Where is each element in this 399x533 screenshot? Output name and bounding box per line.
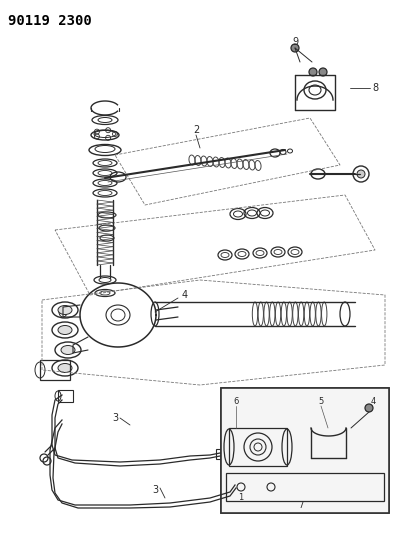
Circle shape	[291, 44, 299, 52]
Bar	[40, 360, 70, 380]
Text: 9: 9	[292, 37, 298, 47]
Circle shape	[309, 68, 317, 76]
Bar	[221, 388, 389, 513]
Bar	[229, 428, 287, 466]
Bar	[226, 473, 384, 501]
Bar	[216, 449, 228, 459]
Circle shape	[365, 404, 373, 412]
Circle shape	[319, 68, 327, 76]
Bar	[58, 390, 73, 402]
Text: 6: 6	[233, 398, 239, 407]
Text: 3: 3	[112, 413, 118, 423]
Text: 4: 4	[370, 398, 375, 407]
Text: 3: 3	[152, 485, 158, 495]
Text: 4: 4	[182, 290, 188, 300]
Ellipse shape	[58, 326, 72, 335]
Text: 7: 7	[298, 502, 304, 511]
Bar	[221, 388, 389, 513]
Ellipse shape	[58, 364, 72, 373]
Ellipse shape	[61, 345, 75, 354]
Ellipse shape	[58, 305, 72, 314]
Text: 1: 1	[238, 494, 244, 503]
Text: 8: 8	[372, 83, 378, 93]
Text: 90119 2300: 90119 2300	[8, 14, 92, 28]
Text: 5: 5	[318, 398, 324, 407]
Circle shape	[357, 170, 365, 178]
Text: 2: 2	[193, 125, 199, 135]
